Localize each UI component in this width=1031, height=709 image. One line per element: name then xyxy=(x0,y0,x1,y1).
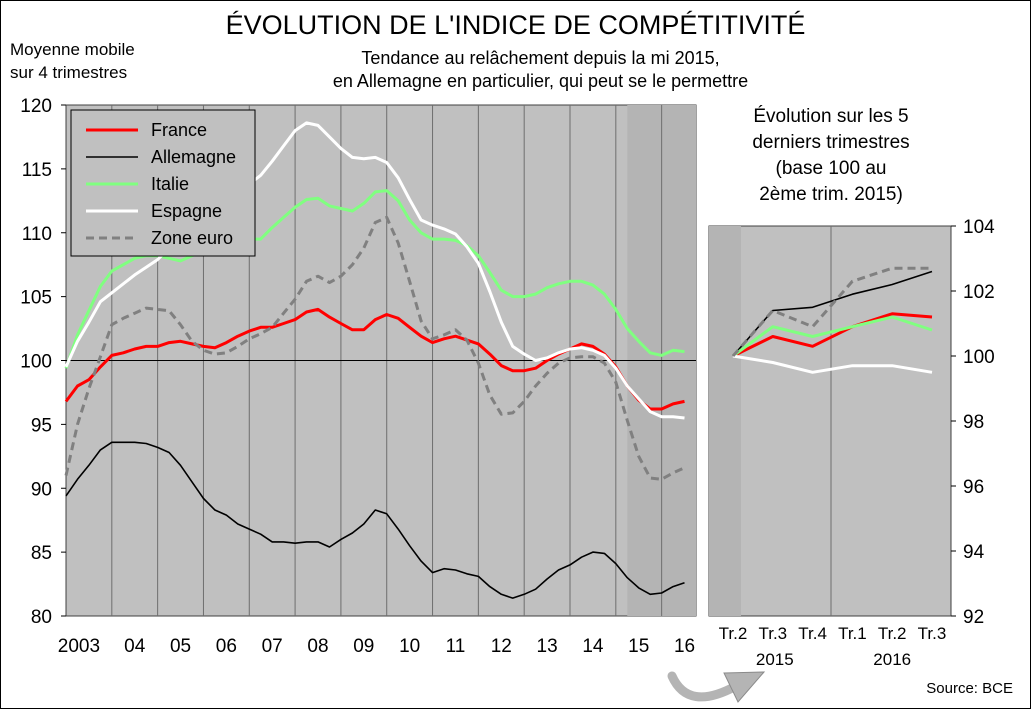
side-x-tick-label: Tr.3 xyxy=(758,624,787,643)
legend-label-espagne: Espagne xyxy=(151,201,222,221)
side-title-line4: 2ème trim. 2015) xyxy=(759,184,903,205)
side-y-tick-label: 94 xyxy=(963,542,985,563)
side-plot-area xyxy=(708,225,952,617)
legend: France Allemagne Italie Espagne Zone euro xyxy=(70,109,256,257)
side-series-line-allemagne xyxy=(732,270,933,357)
y-tick-label: 115 xyxy=(22,160,52,181)
side-series-line-france xyxy=(732,312,933,358)
side-x-tick-label: Tr.3 xyxy=(918,624,947,643)
x-tick-label: 09 xyxy=(353,636,374,657)
legend-label-zone-euro: Zone euro xyxy=(151,228,233,248)
side-shaded-start xyxy=(709,226,741,616)
y-tick-label: 105 xyxy=(20,288,52,309)
x-tick-label: 06 xyxy=(216,636,237,657)
x-tick-label: 14 xyxy=(582,636,604,657)
side-x-tick-label: Tr.1 xyxy=(838,624,867,643)
side-x-tick-label: Tr.2 xyxy=(719,624,748,643)
side-y-tick-label: 98 xyxy=(963,412,984,433)
side-y-tick-label: 92 xyxy=(963,607,984,628)
arrow-head xyxy=(723,671,766,703)
y-tick-label: 100 xyxy=(20,352,52,373)
x-tick-label: 05 xyxy=(170,636,191,657)
x-tick-label: 04 xyxy=(124,636,146,657)
y-tick-label: 110 xyxy=(22,224,52,245)
x-tick-label: 15 xyxy=(628,636,649,657)
unit-label-line2: sur 4 trimestres xyxy=(10,63,128,82)
y-axis-unit-label: Moyenne mobile sur 4 trimestres xyxy=(10,38,170,84)
side-year-label: 2016 xyxy=(873,650,911,669)
side-plot: 92 94 96 98 100 102 104 Tr.2 Tr.3 Tr.4 Tr.1 Tr.2 Tr.… xyxy=(708,217,995,669)
chart-subtitle-line1: Tendance au relâchement depuis la mi 201… xyxy=(361,48,720,68)
x-tick-label: 12 xyxy=(491,636,512,657)
legend-label-france: France xyxy=(151,120,207,140)
series-line-france xyxy=(64,307,685,411)
side-x-tick-label: Tr.4 xyxy=(798,624,827,643)
side-title-line3: (base 100 au xyxy=(775,158,887,179)
y-tick-label: 85 xyxy=(31,543,52,564)
y-tick-label: 95 xyxy=(31,415,52,436)
side-year-label: 2015 xyxy=(756,650,794,669)
side-chart-title: Évolution sur les 5 derniers trimestres … xyxy=(720,104,942,208)
legend-label-italie: Italie xyxy=(151,174,189,194)
curved-arrow-icon xyxy=(667,671,766,703)
chart-subtitle-line2: en Allemagne en particulier, qui peut se… xyxy=(332,71,749,91)
series-line-zone-euro xyxy=(64,215,686,481)
side-title-line1: Évolution sur les 5 xyxy=(753,106,909,127)
side-title-line2: derniers trimestres xyxy=(752,132,910,153)
source-note: Source: BCE xyxy=(926,680,1013,697)
arrow-shaft xyxy=(667,671,741,702)
side-y-tick-label: 96 xyxy=(963,477,984,498)
y-tick-label: 120 xyxy=(20,96,52,117)
x-tick-label: 13 xyxy=(537,636,558,657)
x-tick-label: 07 xyxy=(262,636,283,657)
x-tick-label: 11 xyxy=(446,636,466,657)
legend-label-allemagne: Allemagne xyxy=(151,147,236,167)
side-y-tick-label: 104 xyxy=(963,217,995,238)
unit-label-line1: Moyenne mobile xyxy=(10,40,135,59)
y-tick-label: 90 xyxy=(31,479,52,500)
x-tick-label: 2003 xyxy=(58,636,100,657)
side-series-line-zone-euro xyxy=(731,266,932,357)
x-tick-label: 16 xyxy=(674,636,695,657)
series-line-allemagne xyxy=(65,441,685,599)
side-y-tick-label: 102 xyxy=(963,282,995,303)
chart-title: ÉVOLUTION DE L'INDICE DE COMPÉTITIVITÉ xyxy=(225,10,806,40)
side-series-line-italie xyxy=(732,315,933,358)
x-tick-label: 08 xyxy=(307,636,328,657)
side-x-tick-label: Tr.2 xyxy=(878,624,907,643)
y-tick-label: 80 xyxy=(31,607,52,628)
side-series-line-espagne xyxy=(732,354,933,374)
x-tick-label: 10 xyxy=(399,636,420,657)
side-y-tick-label: 100 xyxy=(963,347,995,368)
series-line-italie xyxy=(64,189,685,369)
